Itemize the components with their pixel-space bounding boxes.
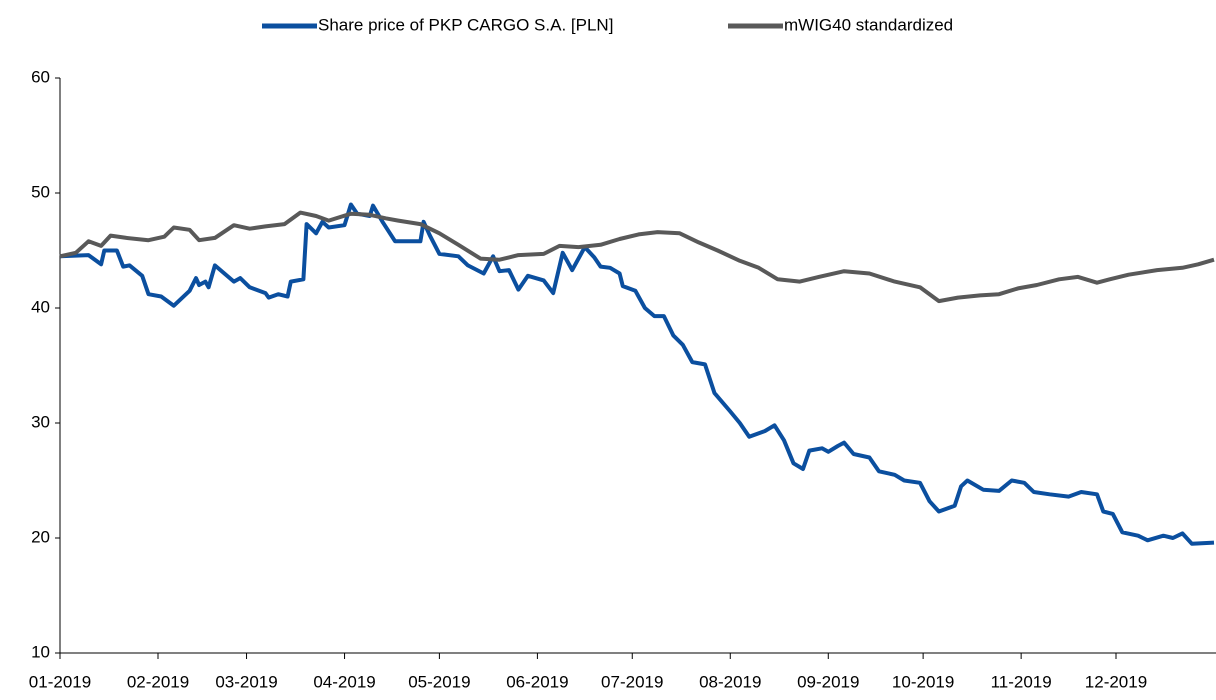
x-tick-label: 10-2019 (892, 672, 954, 691)
x-tick-label: 12-2019 (1085, 672, 1147, 691)
legend-label: Share price of PKP CARGO S.A. [PLN] (318, 15, 613, 34)
y-tick-label: 40 (31, 297, 50, 316)
x-tick-label: 05-2019 (408, 672, 470, 691)
x-tick-label: 07-2019 (601, 672, 663, 691)
x-tick-label: 06-2019 (506, 672, 568, 691)
x-tick-label: 04-2019 (313, 672, 375, 691)
legend-label: mWIG40 standardized (784, 15, 953, 34)
y-tick-label: 10 (31, 642, 50, 661)
y-tick-label: 20 (31, 527, 50, 546)
x-tick-label: 01-2019 (29, 672, 91, 691)
x-tick-label: 09-2019 (797, 672, 859, 691)
x-tick-label: 02-2019 (127, 672, 189, 691)
x-tick-label: 03-2019 (215, 672, 277, 691)
series-line (59, 202, 1215, 546)
y-tick-label: 60 (31, 67, 50, 86)
x-tick-label: 11-2019 (991, 672, 1052, 691)
y-tick-label: 30 (31, 412, 50, 431)
y-tick-label: 50 (31, 182, 50, 201)
x-tick-label: 08-2019 (699, 672, 761, 691)
series-line (59, 210, 1215, 304)
